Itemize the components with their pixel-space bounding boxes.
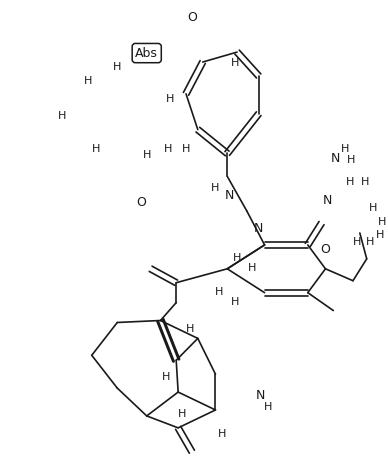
- Text: H: H: [166, 94, 175, 104]
- Text: H: H: [341, 144, 349, 154]
- Text: N: N: [323, 194, 332, 207]
- Text: H: H: [162, 372, 171, 382]
- Text: H: H: [248, 263, 256, 273]
- Text: H: H: [113, 62, 121, 72]
- Text: H: H: [182, 144, 190, 154]
- Text: H: H: [365, 237, 374, 247]
- Text: H: H: [84, 76, 92, 86]
- Text: N: N: [331, 152, 340, 165]
- Text: H: H: [347, 155, 355, 165]
- Text: H: H: [211, 183, 220, 193]
- Text: H: H: [233, 253, 241, 263]
- Text: H: H: [264, 402, 273, 412]
- Text: H: H: [218, 429, 227, 439]
- Text: H: H: [186, 325, 194, 334]
- Text: H: H: [378, 217, 386, 227]
- Text: H: H: [353, 237, 361, 247]
- Text: H: H: [231, 58, 239, 68]
- Text: H: H: [215, 287, 223, 297]
- Text: H: H: [231, 297, 239, 307]
- Text: H: H: [376, 230, 385, 240]
- Text: H: H: [58, 111, 66, 121]
- Text: Abs: Abs: [135, 47, 158, 60]
- Text: H: H: [178, 409, 186, 419]
- Text: O: O: [320, 244, 331, 256]
- Text: N: N: [225, 189, 234, 202]
- Text: N: N: [256, 389, 265, 402]
- Text: H: H: [164, 144, 173, 154]
- Text: H: H: [142, 150, 151, 161]
- Text: H: H: [92, 144, 100, 154]
- Text: H: H: [360, 177, 369, 187]
- Text: O: O: [136, 195, 146, 209]
- Text: H: H: [346, 177, 354, 187]
- Text: H: H: [369, 203, 377, 213]
- Text: O: O: [187, 11, 197, 24]
- Text: N: N: [254, 221, 263, 235]
